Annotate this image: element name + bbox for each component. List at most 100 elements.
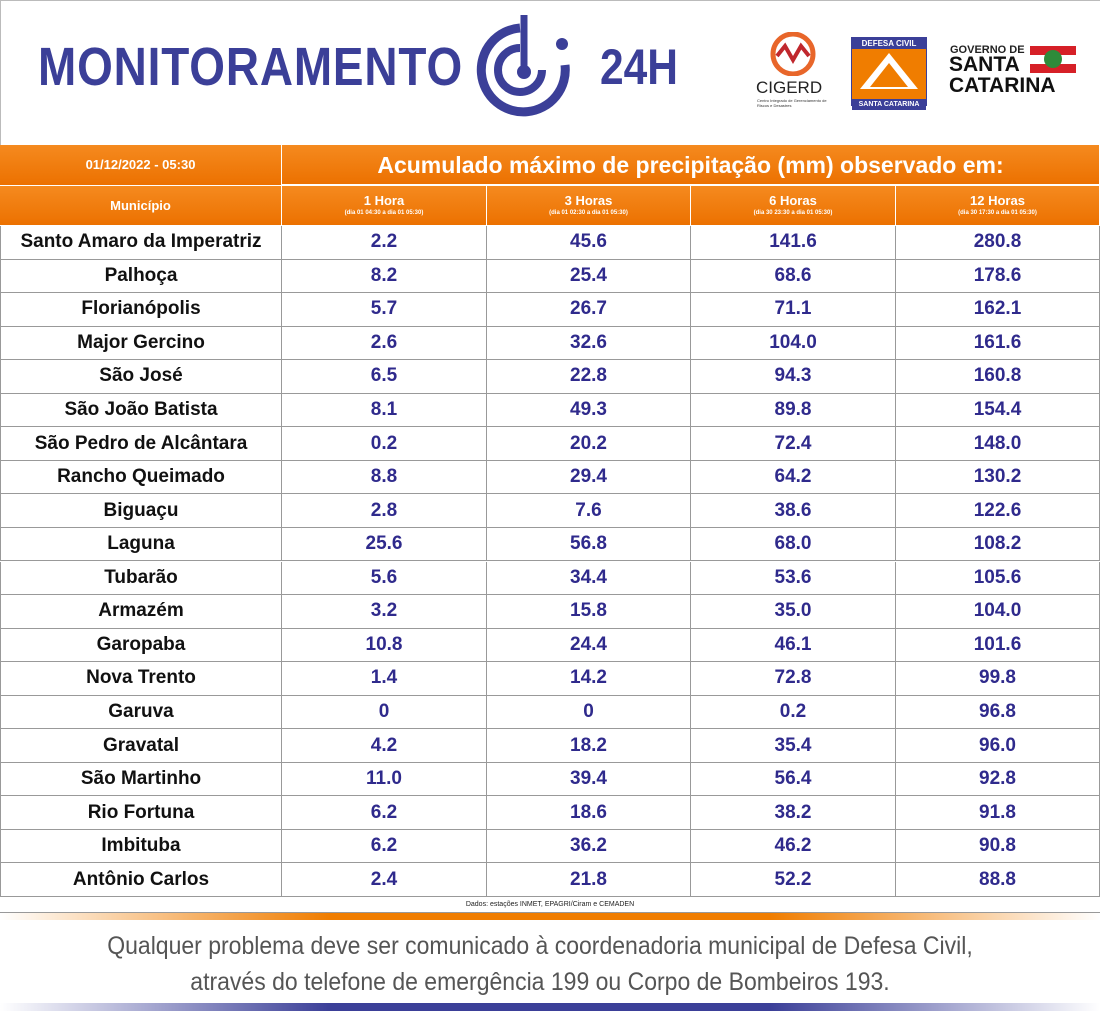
value-cell: 0.2 [282, 427, 487, 461]
value-cell: 6.2 [282, 796, 487, 830]
value-cell: 21.8 [487, 863, 691, 897]
column-name: 1 Hora [363, 193, 405, 208]
value-cell: 89.8 [691, 393, 896, 428]
value-cell: 25.6 [282, 527, 487, 562]
defesa-mark [860, 53, 918, 89]
value-cell: 130.2 [896, 460, 1100, 495]
municipality: Major Gercino [0, 326, 282, 361]
municipality: Armazém [0, 595, 282, 629]
value-cell: 68.0 [691, 527, 896, 562]
cigerd-subtitle: Centro Integrado de Gerenciamento de Ris… [757, 98, 827, 108]
value-cell: 104.0 [691, 326, 896, 361]
municipality: Rancho Queimado [0, 460, 282, 495]
value-cell: 72.8 [691, 662, 896, 696]
value-cell: 26.7 [487, 293, 691, 327]
municipality: Nova Trento [0, 662, 282, 696]
value-cell: 52.2 [691, 863, 896, 897]
sc-flag [1030, 46, 1076, 73]
value-cell: 88.8 [896, 863, 1100, 897]
value-cell: 0 [487, 695, 691, 730]
date: 01/12/2022 - 05:30 [0, 145, 282, 185]
value-cell: 162.1 [896, 293, 1100, 327]
value-cell: 14.2 [487, 662, 691, 696]
municipality: Santo Amaro da Imperatriz [0, 226, 282, 260]
value-cell: 94.3 [691, 360, 896, 394]
value-cell: 8.2 [282, 259, 487, 294]
value-cell: 18.2 [487, 729, 691, 763]
municipality: Gravatal [0, 729, 282, 763]
value-cell: 141.6 [691, 226, 896, 260]
value-cell: 8.1 [282, 393, 487, 428]
header-box [0, 0, 1100, 145]
municipality: Palhoça [0, 259, 282, 294]
value-cell: 71.1 [691, 293, 896, 327]
governo-line1: SANTA [949, 53, 1020, 76]
value-cell: 2.2 [282, 226, 487, 260]
value-cell: 7.6 [487, 494, 691, 528]
municipality: Tubarão [0, 561, 282, 596]
value-cell: 5.6 [282, 561, 487, 596]
municipality: Garopaba [0, 628, 282, 663]
cigerd-name: CIGERD [756, 78, 823, 97]
value-cell: 6.5 [282, 360, 487, 394]
caption: Acumulado máximo de precipitação (mm) ob… [282, 145, 1100, 185]
value-cell: 36.2 [487, 829, 691, 864]
orange-rule [0, 913, 1100, 920]
value-cell: 2.6 [282, 326, 487, 361]
defesa-logo: DEFESA CIVIL SANTA CATARINA [851, 37, 927, 110]
value-cell: 99.8 [896, 662, 1100, 696]
footer: Qualquer problema deve ser comunicado à … [43, 928, 1037, 1000]
value-cell: 280.8 [896, 226, 1100, 260]
value-cell: 5.7 [282, 293, 487, 327]
column-header: 6 Horas (dia 30 23:30 a dia 01 05:30) [691, 185, 896, 225]
value-cell: 25.4 [487, 259, 691, 294]
value-cell: 96.0 [896, 729, 1100, 763]
value-cell: 178.6 [896, 259, 1100, 294]
value-cell: 96.8 [896, 695, 1100, 730]
value-cell: 72.4 [691, 427, 896, 461]
value-cell: 10.8 [282, 628, 487, 663]
value-cell: 35.0 [691, 595, 896, 629]
value-cell: 46.2 [691, 829, 896, 864]
column-period: (dia 30 23:30 a dia 01 05:30) [753, 210, 833, 216]
value-cell: 49.3 [487, 393, 691, 428]
value-cell: 24.4 [487, 628, 691, 663]
defesa-top: DEFESA CIVIL [852, 38, 926, 49]
municipality: Laguna [0, 527, 282, 562]
column-header: 12 Horas (dia 30 17:30 a dia 01 05:30) [896, 185, 1100, 225]
value-cell: 101.6 [896, 628, 1100, 663]
value-cell: 46.1 [691, 628, 896, 663]
value-cell: 148.0 [896, 427, 1100, 461]
governo-line2: CATARINA [949, 74, 1056, 97]
value-cell: 39.4 [487, 762, 691, 797]
value-cell: 160.8 [896, 360, 1100, 394]
value-cell: 34.4 [487, 561, 691, 596]
value-cell: 104.0 [896, 595, 1100, 629]
value-cell: 154.4 [896, 393, 1100, 428]
governo-top: GOVERNO DE [950, 44, 1025, 56]
value-cell: 105.6 [896, 561, 1100, 596]
value-cell: 1.4 [282, 662, 487, 696]
value-cell: 15.8 [487, 595, 691, 629]
municipality: São Pedro de Alcântara [0, 427, 282, 461]
column-period: (dia 01 04:30 a dia 01 05:30) [344, 210, 424, 216]
first-column-header: Município [0, 185, 282, 225]
value-cell: 8.8 [282, 460, 487, 495]
municipality: Garuva [0, 695, 282, 730]
value-cell: 56.4 [691, 762, 896, 797]
value-cell: 0.2 [691, 695, 896, 730]
value-cell: 3.2 [282, 595, 487, 629]
column-name: 3 Horas [564, 193, 613, 208]
column-period: (dia 01 02:30 a dia 01 05:30) [549, 210, 628, 216]
value-cell: 68.6 [691, 259, 896, 294]
footer-line1: Qualquer problema deve ser comunicado à … [107, 932, 973, 960]
value-cell: 6.2 [282, 829, 487, 864]
value-cell: 38.6 [691, 494, 896, 528]
municipality: Imbituba [0, 829, 282, 864]
value-cell: 18.6 [487, 796, 691, 830]
value-cell: 56.8 [487, 527, 691, 562]
municipality: São João Batista [0, 393, 282, 428]
value-cell: 4.2 [282, 729, 487, 763]
value-cell: 29.4 [487, 460, 691, 495]
